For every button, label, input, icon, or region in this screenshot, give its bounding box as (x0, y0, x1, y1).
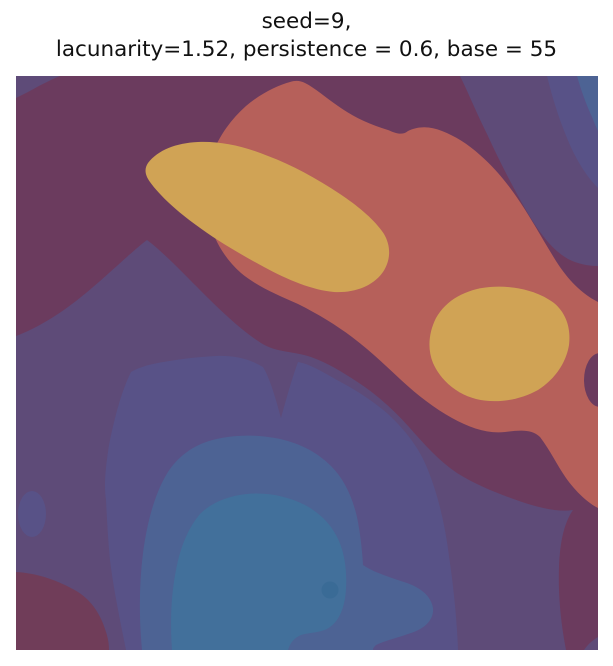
deep-blue-dot-region (321, 581, 339, 599)
figure-title-line-1: seed=9, (261, 9, 352, 34)
slate-left-edge-blob-region (18, 491, 46, 537)
figure-title: seed=9, lacunarity=1.52, persistence = 0… (0, 8, 613, 64)
blue-basin-region (171, 493, 347, 650)
wine-bottom-left-blob-region (16, 572, 109, 650)
slate-top-right-region (547, 76, 598, 188)
gold-main-blob-region (145, 141, 390, 293)
violet-bottom-right-sliver-region (584, 637, 598, 650)
steel-top-right-corner-region (577, 76, 598, 131)
contour-plot-canvas (16, 76, 598, 650)
figure-title-line-2: lacunarity=1.52, persistence = 0.6, base… (55, 37, 558, 62)
contour-plot (16, 76, 598, 650)
gold-second-blob-region (429, 286, 570, 402)
violet-top-left-corner-region (16, 76, 60, 98)
maroon-right-edge-notch-region (584, 353, 598, 407)
